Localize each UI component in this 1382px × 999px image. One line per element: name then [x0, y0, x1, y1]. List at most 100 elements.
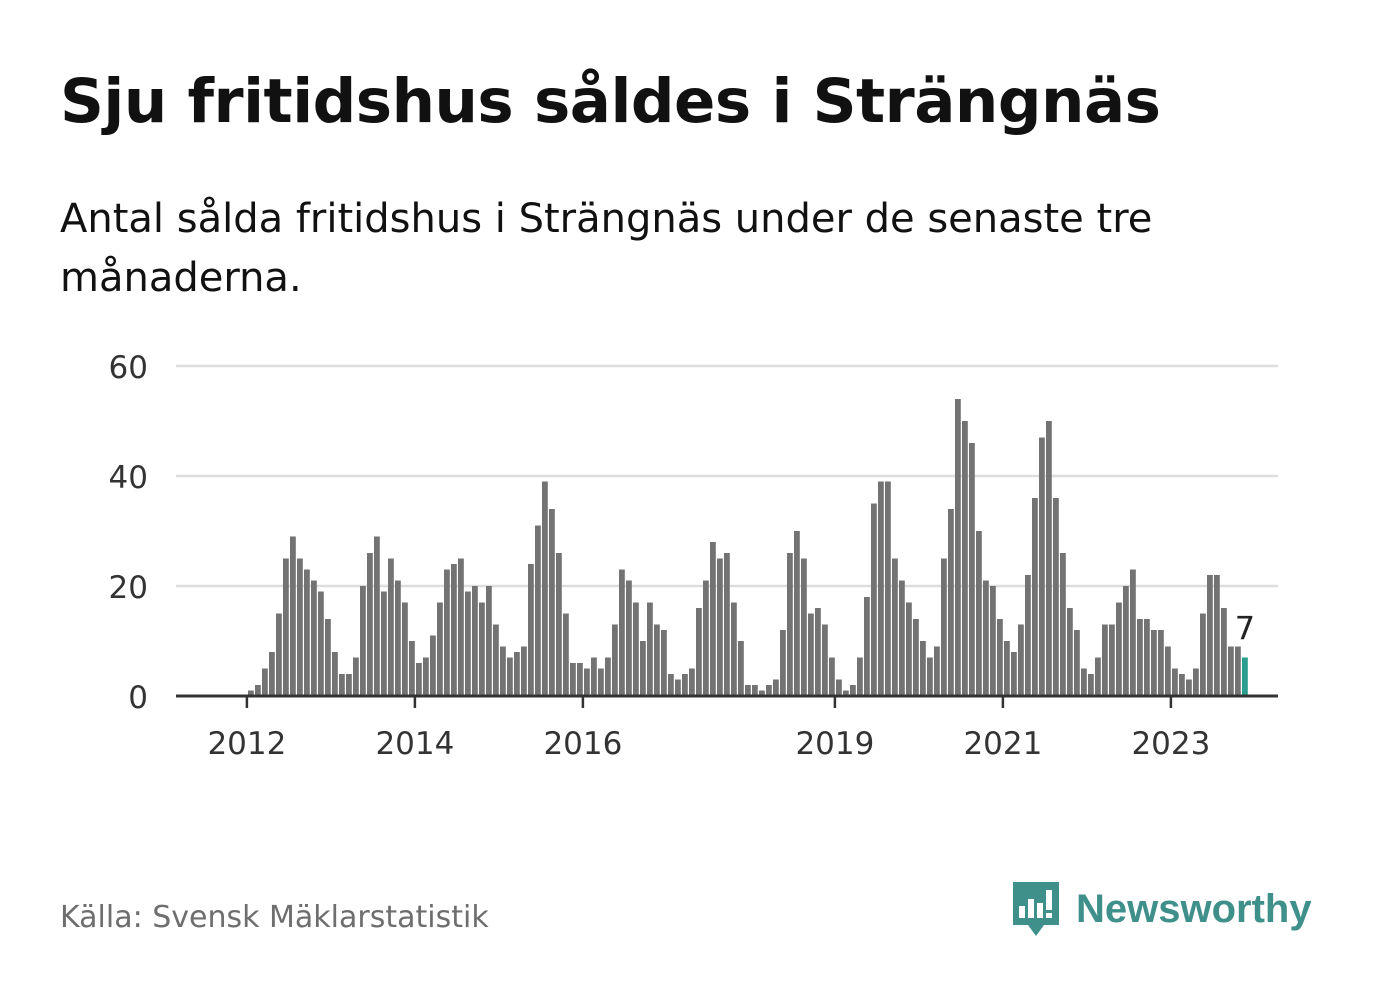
bar-highlighted	[1242, 657, 1248, 696]
logo-text: Newsworthy	[1076, 886, 1312, 931]
bar	[850, 685, 856, 696]
bar	[248, 690, 254, 696]
bar	[955, 399, 961, 696]
bar	[1165, 646, 1171, 696]
bar	[521, 646, 527, 696]
bar	[752, 685, 758, 696]
axes: 0 20 40 60 7 2012 2014 2016 2019 2021 2023	[109, 350, 1278, 762]
bar	[283, 558, 289, 696]
bar	[388, 558, 394, 696]
bar	[465, 591, 471, 696]
bar	[1074, 630, 1080, 696]
bar	[1053, 498, 1059, 696]
bar	[745, 685, 751, 696]
bar	[332, 652, 338, 696]
y-tick-label: 20	[109, 570, 148, 606]
x-tick-label: 2023	[1131, 726, 1210, 762]
bar	[304, 569, 310, 696]
bar-chart-speech-bubble-icon	[1013, 882, 1059, 936]
bar	[1088, 674, 1094, 696]
bar	[626, 580, 632, 696]
bar	[920, 641, 926, 696]
bar	[311, 580, 317, 696]
bar	[318, 591, 324, 696]
bar	[864, 597, 870, 696]
bar	[787, 553, 793, 696]
bar	[780, 630, 786, 696]
bar	[969, 443, 975, 696]
bar	[885, 481, 891, 696]
bar	[451, 564, 457, 696]
bar	[1221, 608, 1227, 696]
bar	[584, 668, 590, 696]
bar	[1130, 569, 1136, 696]
bar	[262, 668, 268, 696]
bar	[577, 663, 583, 696]
bar	[381, 591, 387, 696]
bar	[1025, 575, 1031, 696]
bar	[633, 602, 639, 696]
bar	[549, 509, 555, 696]
bar	[1207, 575, 1213, 696]
bar	[430, 635, 436, 696]
bar	[773, 679, 779, 696]
bar	[402, 602, 408, 696]
bar	[1172, 668, 1178, 696]
source-note: Källa: Svensk Mäklarstatistik	[60, 900, 489, 935]
bar	[759, 690, 765, 696]
bar	[941, 558, 947, 696]
bar	[353, 657, 359, 696]
bar	[395, 580, 401, 696]
bar	[1081, 668, 1087, 696]
bar	[1004, 641, 1010, 696]
bar	[892, 558, 898, 696]
bar	[591, 657, 597, 696]
bar	[1200, 613, 1206, 696]
chart-subtitle: Antal sålda fritidshus i Strängnäs under…	[60, 196, 1153, 301]
bar	[843, 690, 849, 696]
bar	[367, 553, 373, 696]
bar	[717, 558, 723, 696]
bar	[325, 619, 331, 696]
bar	[1186, 679, 1192, 696]
bar	[647, 602, 653, 696]
bar	[794, 531, 800, 696]
bar	[689, 668, 695, 696]
bar	[1228, 646, 1234, 696]
x-tick-label: 2014	[375, 726, 454, 762]
bar	[290, 536, 296, 696]
bar	[437, 602, 443, 696]
bar	[857, 657, 863, 696]
bar	[934, 646, 940, 696]
bar	[731, 602, 737, 696]
bar	[1235, 646, 1241, 696]
bar	[444, 569, 450, 696]
bar	[829, 657, 835, 696]
bar	[276, 613, 282, 696]
bar	[1179, 674, 1185, 696]
bar	[612, 624, 618, 696]
bar	[983, 580, 989, 696]
y-tick-label: 0	[128, 680, 148, 716]
bar	[1046, 421, 1052, 696]
bar	[815, 608, 821, 696]
bar	[906, 602, 912, 696]
bar	[997, 619, 1003, 696]
bar	[1123, 586, 1129, 696]
bar	[297, 558, 303, 696]
bar	[339, 674, 345, 696]
bar	[479, 602, 485, 696]
bar	[1144, 619, 1150, 696]
bar	[409, 641, 415, 696]
bar	[535, 525, 541, 696]
bar	[801, 558, 807, 696]
bar	[640, 641, 646, 696]
bar	[528, 564, 534, 696]
bar	[360, 586, 366, 696]
bar	[913, 619, 919, 696]
bar	[871, 503, 877, 696]
bar	[661, 630, 667, 696]
newsworthy-logo: Newsworthy	[1010, 878, 1312, 940]
bar	[507, 657, 513, 696]
x-tick-label: 2016	[543, 726, 622, 762]
